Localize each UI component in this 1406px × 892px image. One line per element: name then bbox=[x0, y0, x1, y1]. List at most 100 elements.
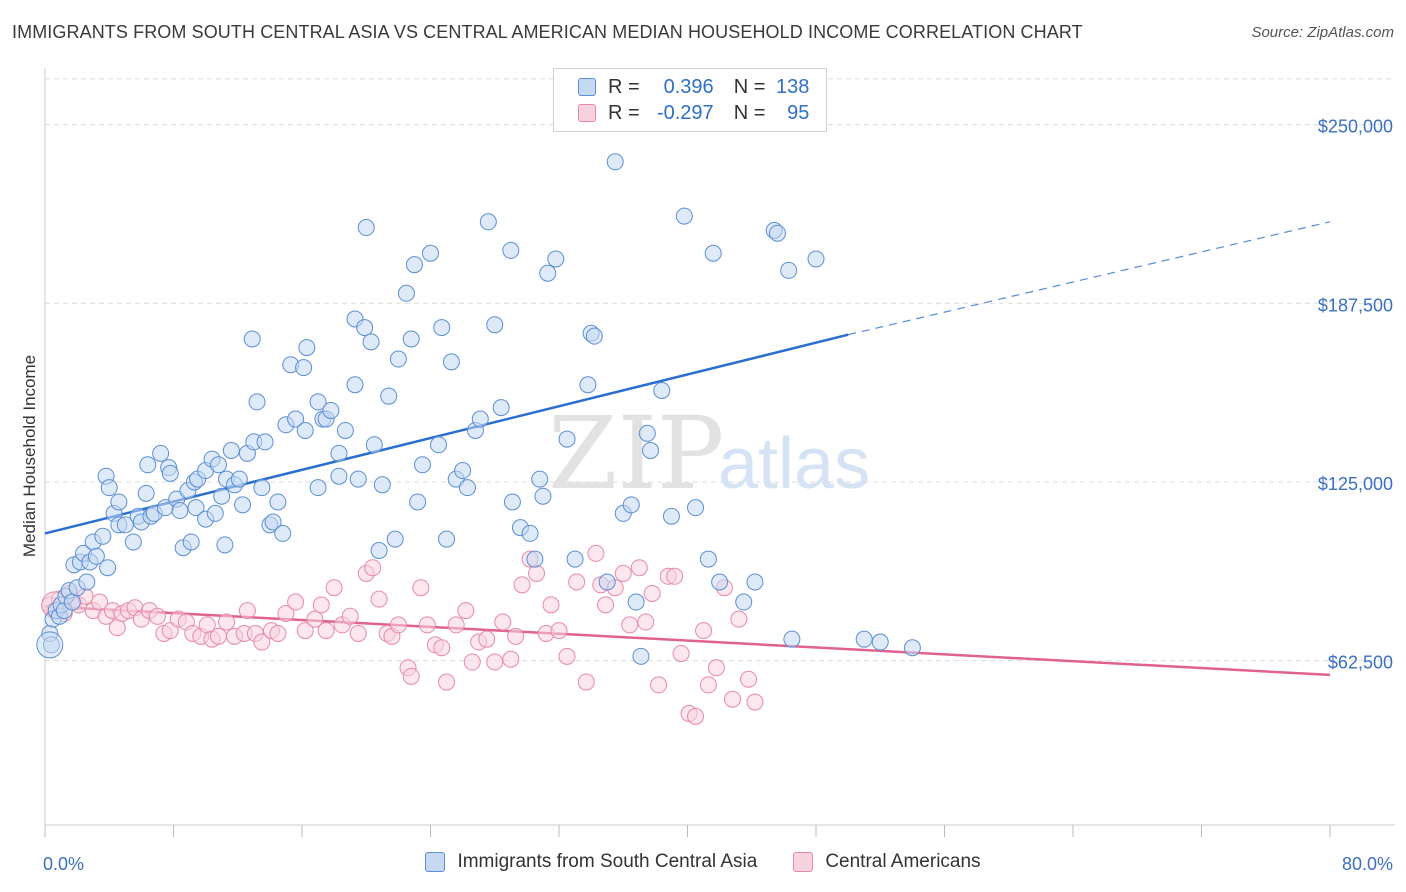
chart-title: IMMIGRANTS FROM SOUTH CENTRAL ASIA VS CE… bbox=[12, 22, 1083, 42]
data-point-south-central-asia bbox=[36, 631, 64, 659]
legend-n-label: N = bbox=[733, 75, 766, 98]
data-point-central-americans bbox=[218, 613, 236, 631]
data-point-central-americans bbox=[740, 670, 758, 688]
data-point-central-americans bbox=[296, 622, 314, 640]
data-point-south-central-asia bbox=[486, 316, 504, 334]
data-point-south-central-asia bbox=[330, 467, 348, 485]
data-point-central-americans bbox=[438, 673, 456, 691]
data-point-central-americans bbox=[502, 650, 520, 668]
data-point-central-americans bbox=[486, 653, 504, 671]
data-point-south-central-asia bbox=[409, 493, 427, 511]
data-point-central-americans bbox=[587, 544, 605, 562]
data-point-central-americans bbox=[238, 602, 256, 620]
data-point-central-americans bbox=[287, 593, 305, 611]
data-point-south-central-asia bbox=[558, 430, 576, 448]
data-point-south-central-asia bbox=[389, 350, 407, 368]
legend-r-label: R = bbox=[608, 101, 640, 124]
data-point-south-central-asia bbox=[662, 507, 680, 525]
data-point-south-central-asia bbox=[274, 524, 292, 542]
data-point-south-central-asia bbox=[871, 633, 889, 651]
data-point-central-americans bbox=[447, 616, 465, 634]
data-point-central-americans bbox=[643, 584, 661, 602]
data-point-south-central-asia bbox=[454, 462, 472, 480]
bottom-legend-label: Immigrants from South Central Asia bbox=[457, 851, 758, 872]
data-point-south-central-asia bbox=[346, 376, 364, 394]
data-point-central-americans bbox=[723, 690, 741, 708]
data-point-central-americans bbox=[412, 579, 430, 597]
data-point-central-americans bbox=[148, 607, 166, 625]
data-point-central-americans bbox=[558, 647, 576, 665]
data-point-south-central-asia bbox=[243, 330, 261, 348]
data-point-central-americans bbox=[528, 564, 546, 582]
data-point-central-americans bbox=[597, 596, 615, 614]
data-point-south-central-asia bbox=[287, 410, 305, 428]
data-point-south-central-asia bbox=[531, 470, 549, 488]
data-point-south-central-asia bbox=[687, 499, 705, 517]
data-point-south-central-asia bbox=[471, 410, 489, 428]
data-point-south-central-asia bbox=[234, 496, 252, 514]
data-point-south-central-asia bbox=[357, 219, 375, 237]
data-point-south-central-asia bbox=[349, 470, 367, 488]
data-point-central-americans bbox=[621, 616, 639, 634]
legend-row-pink: R = -0.297 N = 95 bbox=[578, 100, 809, 126]
data-point-south-central-asia bbox=[521, 524, 539, 542]
data-point-south-central-asia bbox=[547, 250, 565, 268]
data-point-south-central-asia bbox=[598, 573, 616, 591]
legend-n-value: 138 bbox=[776, 75, 810, 98]
data-point-south-central-asia bbox=[373, 476, 391, 494]
data-point-south-central-asia bbox=[336, 421, 354, 439]
data-point-south-central-asia bbox=[413, 456, 431, 474]
data-point-central-americans bbox=[687, 707, 705, 725]
data-point-south-central-asia bbox=[768, 224, 786, 242]
y-tick-label: $187,500 bbox=[1318, 295, 1393, 315]
data-point-south-central-asia bbox=[433, 319, 451, 337]
data-point-central-americans bbox=[402, 667, 420, 685]
legend-n-value: 95 bbox=[787, 101, 810, 124]
data-point-south-central-asia bbox=[627, 593, 645, 611]
data-point-south-central-asia bbox=[566, 550, 584, 568]
data-point-south-central-asia bbox=[380, 387, 398, 405]
source-label: Source: ZipAtlas.com bbox=[1251, 24, 1394, 41]
data-point-central-americans bbox=[478, 630, 496, 648]
data-point-south-central-asia bbox=[807, 250, 825, 268]
data-point-central-americans bbox=[108, 619, 126, 637]
y-tick-label: $125,000 bbox=[1318, 474, 1393, 494]
data-point-central-americans bbox=[91, 593, 109, 611]
watermark: ZIP atlas bbox=[548, 395, 870, 512]
data-point-south-central-asia bbox=[362, 333, 380, 351]
data-point-south-central-asia bbox=[386, 530, 404, 548]
data-point-south-central-asia bbox=[442, 353, 460, 371]
data-point-south-central-asia bbox=[402, 330, 420, 348]
data-point-central-americans bbox=[370, 590, 388, 608]
data-point-south-central-asia bbox=[209, 456, 227, 474]
data-point-central-americans bbox=[277, 604, 295, 622]
data-point-south-central-asia bbox=[855, 630, 873, 648]
data-point-south-central-asia bbox=[606, 153, 624, 171]
data-point-south-central-asia bbox=[579, 376, 597, 394]
data-point-south-central-asia bbox=[746, 573, 764, 591]
data-point-central-americans bbox=[577, 673, 595, 691]
data-point-central-americans bbox=[672, 644, 690, 662]
legend-r-label: R = bbox=[608, 75, 640, 98]
data-point-south-central-asia bbox=[479, 213, 497, 231]
data-point-south-central-asia bbox=[264, 513, 282, 531]
data-point-south-central-asia bbox=[137, 484, 155, 502]
data-point-central-americans bbox=[312, 596, 330, 614]
data-point-south-central-asia bbox=[503, 493, 521, 511]
data-point-central-americans bbox=[568, 573, 586, 591]
legend-swatch-blue bbox=[578, 78, 596, 96]
data-point-central-americans bbox=[209, 627, 227, 645]
data-point-central-americans bbox=[507, 627, 525, 645]
data-point-south-central-asia bbox=[63, 593, 81, 611]
data-point-south-central-asia bbox=[161, 464, 179, 482]
legend-row-blue: R = 0.396 N = 138 bbox=[578, 74, 809, 100]
bottom-legend-swatch-pink bbox=[793, 852, 814, 872]
data-point-south-central-asia bbox=[585, 327, 603, 345]
data-point-south-central-asia bbox=[642, 442, 660, 459]
data-point-central-americans bbox=[730, 610, 748, 628]
data-point-south-central-asia bbox=[152, 444, 170, 462]
data-point-south-central-asia bbox=[526, 550, 544, 568]
bottom-legend: Immigrants from South Central Asia Centr… bbox=[0, 851, 1406, 873]
data-point-south-central-asia bbox=[638, 424, 656, 442]
